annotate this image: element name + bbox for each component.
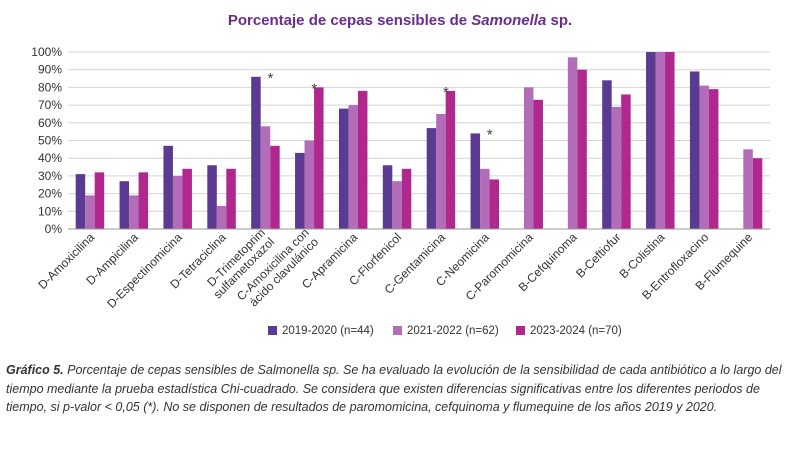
- bar: [251, 76, 261, 229]
- bar: [699, 85, 709, 229]
- y-tick-label: 20%: [38, 187, 62, 201]
- bar-chart: 0% 10% 20% 30% 40% 50% 60% 70% 80% 90% 100% * * * * D…: [31, 45, 770, 337]
- bar: [260, 126, 271, 229]
- bar: [655, 52, 666, 229]
- y-tick-label: 70%: [38, 98, 62, 112]
- legend-label: 2021-2022 (n=62): [407, 325, 499, 337]
- bar: [489, 179, 500, 229]
- bar: [533, 99, 543, 229]
- bar: [567, 57, 578, 230]
- bar: [182, 168, 192, 229]
- bar: [577, 69, 587, 229]
- bar: [357, 90, 368, 229]
- bar: [85, 195, 95, 229]
- bar: [226, 168, 236, 229]
- bar: [207, 165, 217, 229]
- bar: [119, 181, 130, 229]
- legend-label: 2019-2020 (n=44): [282, 325, 374, 337]
- bar: [689, 71, 700, 229]
- significance-asterisk: *: [268, 70, 274, 87]
- y-tick-label: 80%: [38, 80, 62, 94]
- x-category-label: D-Espectinomicina: [104, 230, 185, 311]
- chart-title-italic: Samonella: [471, 12, 547, 29]
- bar: [480, 168, 490, 229]
- x-category-label: B-Ceftiofur: [573, 230, 623, 280]
- bar: [611, 106, 622, 229]
- y-axis-ticks: 0% 10% 20% 30% 40% 50% 60% 70% 80% 90% 100%: [31, 45, 62, 236]
- bar: [75, 174, 86, 229]
- caption-label: Gráfico 5.: [6, 363, 64, 377]
- legend: 2019-2020 (n=44) 2021-2022 (n=62) 2023-202…: [268, 325, 622, 337]
- bar: [314, 87, 324, 230]
- bar: [304, 140, 315, 229]
- bar: [338, 108, 349, 229]
- bar: [470, 133, 481, 229]
- chart-title-suffix: sp.: [546, 12, 573, 29]
- bar: [172, 175, 183, 229]
- significance-asterisk: *: [443, 84, 449, 101]
- bar: [523, 87, 534, 230]
- bar: [445, 90, 456, 229]
- bar: [401, 168, 412, 229]
- bar: [646, 52, 656, 229]
- y-tick-label: 10%: [38, 204, 62, 218]
- bar: [163, 145, 173, 229]
- bar: [436, 113, 446, 229]
- bar: [392, 181, 402, 229]
- legend-swatch: [393, 326, 402, 335]
- bar: [129, 195, 139, 229]
- bar: [382, 165, 393, 229]
- significance-annotations: * * * *: [268, 70, 493, 144]
- bar: [138, 172, 149, 229]
- y-tick-label: 100%: [31, 45, 62, 59]
- bar: [270, 145, 280, 229]
- chart-title: Porcentaje de cepas sensibles de Samonel…: [0, 12, 800, 29]
- bar: [348, 105, 358, 229]
- category-labels: D-AmoxicilinaD-AmpicilinaD-Espectinomici…: [35, 226, 755, 311]
- significance-asterisk: *: [487, 126, 493, 143]
- y-tick-label: 0%: [45, 222, 63, 236]
- bar: [621, 94, 631, 229]
- legend-label: 2023-2024 (n=70): [530, 325, 622, 337]
- y-tick-label: 90%: [38, 63, 62, 77]
- significance-asterisk: *: [311, 80, 317, 97]
- bar: [743, 149, 753, 229]
- bar: [602, 80, 612, 229]
- y-tick-label: 60%: [38, 116, 62, 130]
- caption-text: Porcentaje de cepas sensibles de Salmone…: [6, 363, 782, 414]
- y-tick-label: 50%: [38, 134, 62, 148]
- chart-title-prefix: Porcentaje de cepas sensibles de: [227, 12, 472, 29]
- bar: [752, 158, 763, 229]
- bar: [665, 52, 675, 229]
- bar: [426, 128, 437, 229]
- legend-swatch: [268, 326, 277, 335]
- bar: [295, 152, 305, 229]
- y-tick-label: 40%: [38, 151, 62, 165]
- bar: [216, 205, 227, 229]
- bar: [708, 89, 719, 229]
- legend-swatch: [516, 326, 525, 335]
- y-tick-label: 30%: [38, 169, 62, 183]
- bar: [94, 172, 105, 229]
- bars: [75, 52, 763, 230]
- figure-caption: Gráfico 5. Porcentaje de cepas sensibles…: [6, 361, 796, 417]
